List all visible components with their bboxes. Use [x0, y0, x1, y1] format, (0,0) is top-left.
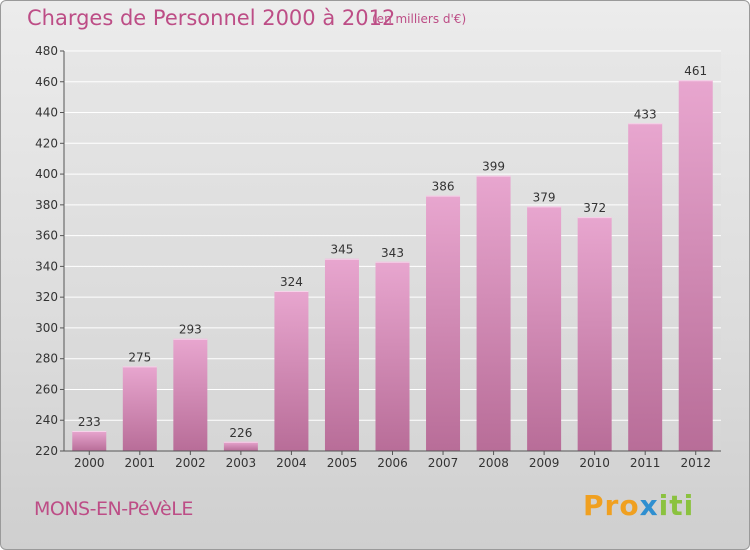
x-tick-label: 2005 [327, 456, 358, 470]
y-tick-label: 400 [35, 167, 58, 181]
brand-part: x [639, 489, 659, 522]
y-tick-label: 280 [35, 352, 58, 366]
y-tick-label: 320 [35, 290, 58, 304]
data-label: 433 [634, 107, 657, 121]
y-tick-label: 260 [35, 382, 58, 396]
bar [324, 258, 359, 451]
bar [122, 366, 157, 451]
bar [274, 291, 309, 451]
chart-unit-label: (en milliers d'€) [372, 12, 467, 26]
y-tick-label: 440 [35, 106, 58, 120]
brand-logo: Proxiti [583, 489, 694, 522]
bar-series [72, 80, 713, 452]
data-label: 293 [179, 323, 202, 337]
x-axis-ticks: 2000 2001 2002 2003 2004 2005 2006 2007 2008 2009… [74, 451, 711, 470]
x-tick-label: 2009 [529, 456, 560, 470]
x-tick-label: 2007 [428, 456, 459, 470]
brand-part: Pro [583, 489, 640, 522]
y-tick-label: 420 [35, 136, 58, 150]
data-label: 324 [280, 275, 303, 289]
y-tick-label: 380 [35, 198, 58, 212]
bar [577, 217, 612, 451]
y-tick-label: 480 [35, 44, 58, 58]
x-tick-label: 2002 [175, 456, 206, 470]
bar [527, 206, 562, 451]
x-tick-label: 2003 [226, 456, 257, 470]
y-tick-label: 240 [35, 413, 58, 427]
y-tick-label: 220 [35, 444, 58, 458]
data-label: 345 [331, 243, 354, 257]
y-tick-label: 360 [35, 229, 58, 243]
x-tick-label: 2004 [276, 456, 307, 470]
data-labels: 233 275 293 226 324 345 343 386 399 379 372 433 461 [78, 64, 707, 440]
x-tick-label: 2008 [478, 456, 509, 470]
bar [678, 80, 713, 451]
bar [72, 431, 107, 451]
chart-title: Charges de Personnel 2000 à 2012 [27, 6, 396, 30]
y-tick-label: 300 [35, 321, 58, 335]
x-tick-label: 2011 [630, 456, 661, 470]
bar [223, 441, 258, 451]
location-name: MONS-EN-PéVèLE [34, 498, 193, 520]
bar [476, 175, 511, 451]
x-tick-label: 2001 [125, 456, 156, 470]
data-label: 461 [684, 64, 707, 78]
data-label: 233 [78, 415, 101, 429]
bar [375, 261, 410, 451]
brand-part: iti [658, 489, 695, 522]
x-tick-label: 2012 [680, 456, 711, 470]
data-label: 372 [583, 201, 606, 215]
bar [426, 195, 461, 451]
x-tick-label: 2010 [579, 456, 610, 470]
x-tick-label: 2000 [74, 456, 105, 470]
data-label: 226 [229, 426, 252, 440]
data-label: 386 [432, 180, 455, 194]
y-tick-label: 460 [35, 75, 58, 89]
bar [173, 338, 208, 451]
bar [628, 123, 663, 452]
data-label: 379 [533, 190, 556, 204]
data-label: 399 [482, 160, 505, 174]
y-axis-ticks: 220 240 260 280 300 320 340 360 380 400 420 440 460 4… [35, 44, 64, 458]
data-label: 343 [381, 246, 404, 260]
y-tick-label: 340 [35, 259, 58, 273]
data-label: 275 [128, 350, 151, 364]
x-tick-label: 2006 [377, 456, 408, 470]
